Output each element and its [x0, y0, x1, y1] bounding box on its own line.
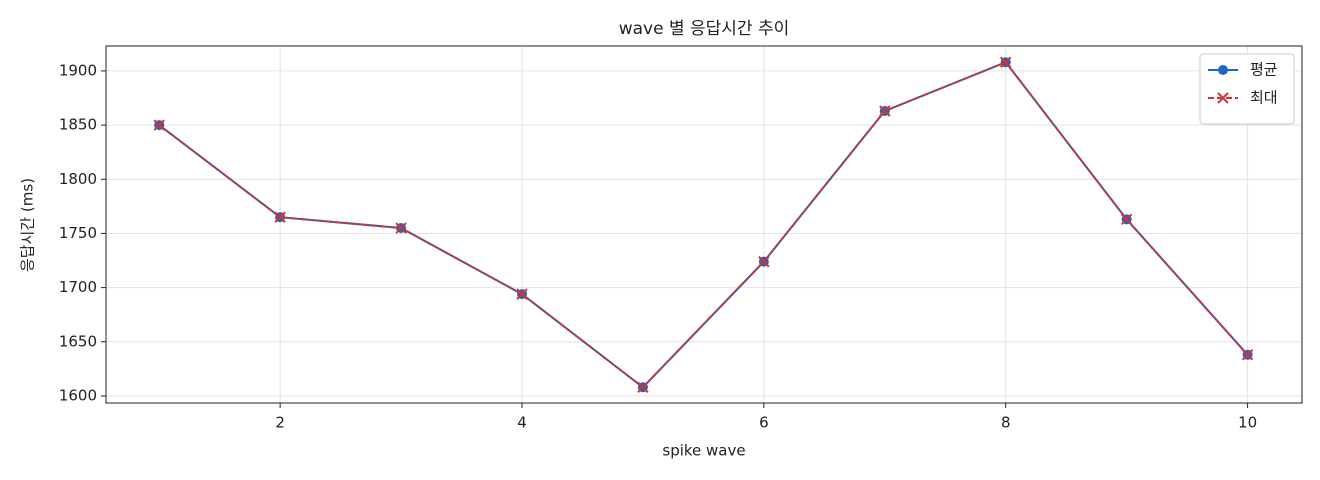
chart-title: wave 별 응답시간 추이 [619, 19, 790, 39]
data-point [153, 119, 165, 131]
x-tick-label: 2 [275, 414, 285, 432]
data-point [1241, 349, 1254, 361]
y-tick-label: 1800 [59, 170, 97, 188]
data-point [395, 222, 407, 234]
data-point [1120, 213, 1133, 226]
legend-marker [1217, 92, 1229, 104]
y-tick-label: 1750 [59, 224, 97, 242]
x-tick-label: 8 [1001, 414, 1011, 432]
x-tick-label: 4 [517, 414, 527, 432]
legend-label: 최대 [1250, 89, 1278, 107]
x-tick-label: 6 [759, 414, 769, 432]
series-line [158, 61, 1249, 389]
data-point [879, 105, 891, 117]
legend-label: 평균 [1250, 61, 1278, 79]
plot-frame [105, 45, 1303, 404]
x-axis-label: spike wave [662, 442, 745, 460]
series-line [158, 61, 1249, 389]
y-axis-label: 응답시간 (ms) [19, 178, 37, 272]
data-point [516, 288, 528, 300]
data-point [758, 255, 770, 268]
x-tick-label: 10 [1238, 414, 1257, 432]
legend-marker [1218, 65, 1228, 75]
data-point [274, 211, 286, 223]
y-tick-label: 1650 [59, 332, 97, 350]
y-tick-label: 1900 [59, 61, 97, 79]
y-tick-label: 1850 [59, 116, 97, 134]
data-point [637, 381, 649, 393]
data-point [1000, 56, 1012, 68]
y-tick-label: 1700 [59, 278, 97, 296]
legend-box [1199, 53, 1295, 125]
y-tick-label: 1600 [59, 386, 97, 404]
